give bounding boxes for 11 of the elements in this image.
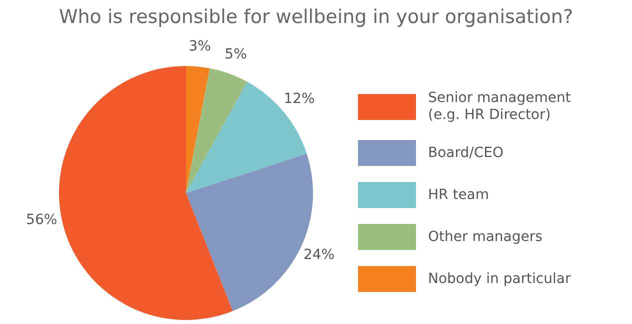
legend-label: HR team	[428, 186, 490, 204]
data-label: 5%	[224, 46, 247, 62]
data-label: 56%	[26, 212, 58, 228]
legend-label: Senior management (e.g. HR Director)	[428, 90, 571, 124]
legend-label: Board/CEO	[428, 144, 504, 162]
legend-label: Nobody in particular	[428, 270, 571, 288]
legend-label: Other managers	[428, 228, 542, 246]
data-label: 24%	[303, 247, 335, 264]
data-label: 3%	[188, 38, 211, 54]
chart-title: Who is responsible for wellbeing in your organisation?	[58, 6, 574, 28]
data-label: 12%	[284, 90, 315, 107]
